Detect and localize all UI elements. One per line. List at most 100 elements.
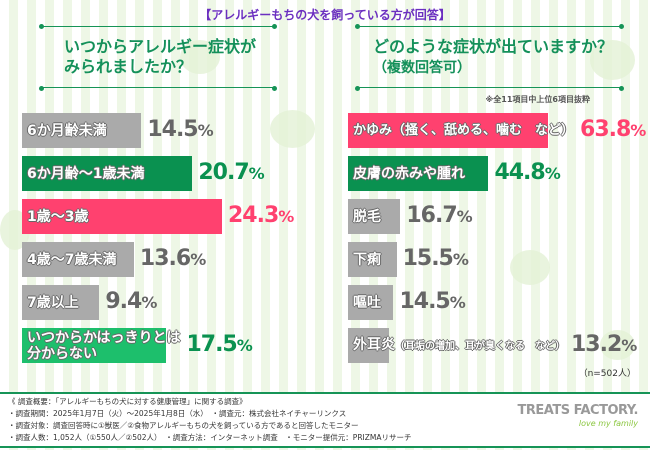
bar (348, 328, 390, 363)
footer-line: ・調査期間：2025年1月7日（火）〜2025年1月8日（水） ・調査元：株式会… (8, 409, 347, 418)
bar-value-number: 15.5 (402, 246, 454, 271)
bar-wrap: 1歳〜3歳 (22, 199, 222, 234)
bar-value: 13.2% (571, 332, 637, 359)
sample-size: （n=502人） (578, 369, 636, 379)
bar (22, 113, 142, 148)
footer-line: ・調査人数：1,052人（①550人／②502人） ・調査方法：インターネット調… (8, 433, 412, 442)
bar-value-number: 14.5 (399, 289, 450, 314)
bar-value-number: 13.6 (139, 246, 191, 271)
bar-value: 15.5% (402, 246, 469, 273)
bar-wrap: かゆみ（掻く、舐める、噛む など） (348, 113, 574, 148)
bar (22, 328, 167, 363)
bar-label: 脱毛 (353, 208, 381, 225)
percent-sign: % (278, 207, 294, 226)
bar-value: 14.5% (399, 289, 466, 316)
brand-logo-tagline: love my family (578, 419, 638, 428)
selection-note: ※全11項目中上位6項目抜粋 (485, 95, 590, 104)
right-bar-row: 下痢 15.5% (348, 242, 469, 277)
bar-value: 63.8% (580, 117, 646, 144)
bar-wrap: 6か月齢〜1歳未満 (22, 156, 193, 191)
percent-sign: % (452, 250, 469, 269)
right-question-box: どのような症状が出ていますか？ （複数回答可） (355, 23, 624, 91)
percent-sign: % (456, 207, 473, 226)
left-bar-row: 6か月齢〜1歳未満 20.7% (22, 156, 265, 191)
left-bar-row: 1歳〜3歳 24.3% (22, 199, 294, 234)
left-bar-row: 7歳以上 9.4% (22, 285, 157, 320)
right-bar-row: 脱毛 16.7% (348, 199, 473, 234)
right-bar-row: かゆみ（掻く、舐める、噛む など） 63.8% (348, 113, 646, 148)
percent-sign: % (190, 250, 206, 269)
bar-label: いつからかはっきりとは 分からない (27, 329, 181, 362)
bar-label: 7歳以上 (27, 294, 79, 311)
bar (348, 113, 548, 148)
bar-label: 4歳〜7歳未満 (27, 251, 117, 268)
bar-value-number: 17.5 (186, 332, 237, 357)
bar-label: 6か月齢〜1歳未満 (27, 165, 145, 182)
bar-value-number: 9.4 (105, 289, 142, 314)
percent-sign: % (141, 293, 157, 312)
bar (348, 285, 394, 320)
bar-wrap: 嘔吐 (348, 285, 394, 320)
bar-wrap: 脱毛 (348, 199, 401, 234)
percent-sign: % (621, 336, 637, 355)
bar (22, 242, 134, 277)
bar (348, 242, 397, 277)
bar-value: 24.3% (227, 203, 294, 230)
right-bar-row: 皮膚の赤みや腫れ 44.8% (348, 156, 561, 191)
bar-value: 20.7% (198, 160, 265, 187)
footer-line: ・調査対象：調査回答時に①獣医／②食物アレルギーもちの犬を飼っている方であると回… (8, 421, 359, 430)
percent-sign: % (449, 293, 466, 312)
survey-footer: 《 調査概要：「アレルギーもちの犬に対する健康管理」に関する調査》 ・調査期間：… (0, 392, 650, 448)
footer-line: 《 調査概要：「アレルギーもちの犬に対する健康管理」に関する調査》 (8, 397, 247, 406)
bar-value: 16.7% (406, 203, 473, 230)
bar-value-number: 16.7 (406, 203, 457, 228)
right-bar-row: 外耳炎（耳垢の増加、耳が臭くなる など） 13.2% (348, 328, 637, 363)
brand-logo-text: TREATS FACTORY. (517, 403, 639, 418)
respondent-note: 【アレルギーもちの犬を飼っている方が回答】 (199, 8, 451, 22)
bar-wrap: 外耳炎（耳垢の増加、耳が臭くなる など） (348, 328, 565, 363)
bar-value: 14.5% (147, 117, 214, 144)
bar-wrap: 皮膚の赤みや腫れ (348, 156, 489, 191)
right-question-sub: （複数回答可） (373, 60, 471, 76)
bar-label: 嘔吐 (353, 294, 381, 311)
percent-sign: % (544, 164, 561, 183)
bar (22, 156, 193, 191)
bar-label-detail: （耳垢の増加、耳が臭くなる など） (395, 340, 565, 352)
left-question-line: いつからアレルギー症状が (64, 37, 257, 56)
percent-sign: % (197, 121, 214, 140)
left-question-line: みられましたか？ (64, 57, 193, 76)
bar (348, 156, 489, 191)
bar-label: 1歳〜3歳 (27, 208, 89, 225)
bar-value: 13.6% (139, 246, 206, 273)
bar-value-number: 24.3 (227, 203, 279, 228)
bar (22, 285, 100, 320)
bar-value: 44.8% (494, 160, 561, 187)
left-bar-row: 6か月齢未満 14.5% (22, 113, 214, 148)
bar-value: 9.4% (105, 289, 157, 316)
bar-label: 下痢 (353, 251, 381, 268)
bar-value-number: 44.8 (494, 160, 545, 185)
bar-wrap: 7歳以上 (22, 285, 100, 320)
left-question-box: いつからアレルギー症状が みられましたか？ (39, 23, 277, 91)
bar-wrap: 下痢 (348, 242, 397, 277)
bar-value-number: 13.2 (571, 332, 622, 357)
bar-value-number: 63.8 (580, 117, 631, 142)
right-bar-row: 嘔吐 14.5% (348, 285, 466, 320)
bar-label: かゆみ（掻く、舐める、噛む など） (353, 122, 575, 138)
bar-label: 外耳炎（耳垢の増加、耳が臭くなる など） (353, 336, 565, 353)
bar-value: 17.5% (186, 332, 253, 359)
bar-value-number: 20.7 (198, 160, 249, 185)
bar-label: 皮膚の赤みや腫れ (353, 165, 465, 182)
left-question: いつからアレルギー症状が みられましたか？ (64, 37, 256, 77)
percent-sign: % (236, 336, 253, 355)
bar-label: 6か月齢未満 (27, 122, 107, 139)
brand-logo: TREATS FACTORY. love my family (508, 403, 639, 429)
left-bar-row: 4歳〜7歳未満 13.6% (22, 242, 206, 277)
left-bar-row: いつからかはっきりとは 分からない 17.5% (22, 328, 253, 363)
bar-value-number: 14.5 (147, 117, 198, 142)
bar (22, 199, 222, 234)
percent-sign: % (248, 164, 265, 183)
right-question-text: どのような症状が出ていますか？ (373, 37, 614, 56)
bar-wrap: 6か月齢未満 (22, 113, 142, 148)
right-question: どのような症状が出ていますか？ （複数回答可） (373, 37, 613, 78)
